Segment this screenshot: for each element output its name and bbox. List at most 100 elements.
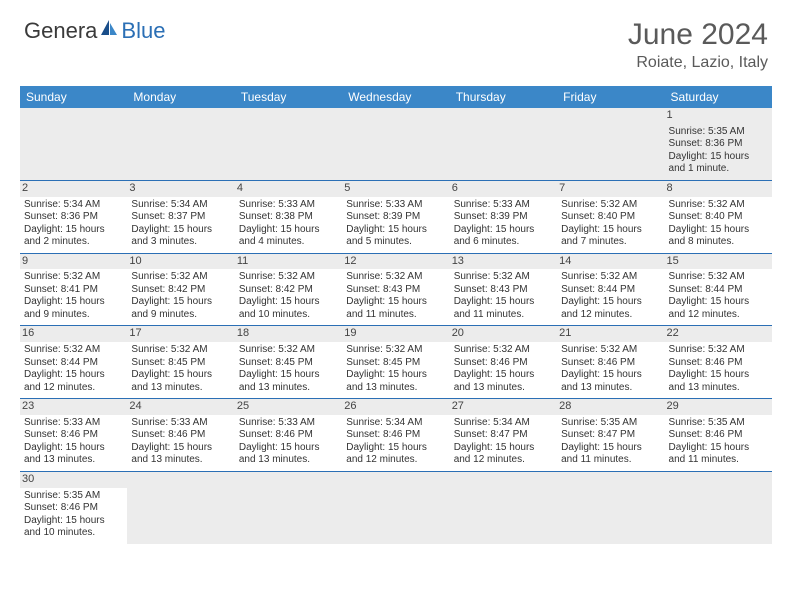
sunrise-text: Sunrise: 5:33 AM [454, 199, 553, 212]
sunset-text: Sunset: 8:46 PM [239, 429, 338, 442]
day-number: 3 [127, 181, 234, 197]
day-number: 25 [235, 399, 342, 415]
sunset-text: Sunset: 8:45 PM [346, 357, 445, 370]
sunset-text: Sunset: 8:36 PM [669, 138, 768, 151]
day-number: 12 [342, 254, 449, 270]
day-number: 28 [557, 399, 664, 415]
calendar-day-cell: 1Sunrise: 5:35 AMSunset: 8:36 PMDaylight… [665, 108, 772, 180]
calendar-week-row: 2Sunrise: 5:34 AMSunset: 8:36 PMDaylight… [20, 180, 772, 253]
sunrise-text: Sunrise: 5:32 AM [131, 271, 230, 284]
calendar-day-cell [665, 471, 772, 543]
calendar-table: Sunday Monday Tuesday Wednesday Thursday… [20, 86, 772, 544]
sunrise-text: Sunrise: 5:32 AM [239, 344, 338, 357]
calendar-day-cell: 16Sunrise: 5:32 AMSunset: 8:44 PMDayligh… [20, 326, 127, 399]
sunrise-text: Sunrise: 5:34 AM [131, 199, 230, 212]
sunrise-text: Sunrise: 5:32 AM [454, 344, 553, 357]
day-number: 22 [665, 326, 772, 342]
calendar-day-cell [235, 471, 342, 543]
sunset-text: Sunset: 8:46 PM [24, 429, 123, 442]
daylight-text: Daylight: 15 hours and 2 minutes. [24, 224, 123, 249]
daylight-text: Daylight: 15 hours and 13 minutes. [669, 369, 768, 394]
calendar-day-cell: 23Sunrise: 5:33 AMSunset: 8:46 PMDayligh… [20, 399, 127, 472]
daylight-text: Daylight: 15 hours and 12 minutes. [24, 369, 123, 394]
daylight-text: Daylight: 15 hours and 7 minutes. [561, 224, 660, 249]
calendar-day-cell: 13Sunrise: 5:32 AMSunset: 8:43 PMDayligh… [450, 253, 557, 326]
logo: Genera Blue [24, 18, 165, 44]
day-number: 16 [20, 326, 127, 342]
calendar-day-cell: 17Sunrise: 5:32 AMSunset: 8:45 PMDayligh… [127, 326, 234, 399]
day-number: 21 [557, 326, 664, 342]
sunset-text: Sunset: 8:45 PM [131, 357, 230, 370]
calendar-day-cell: 12Sunrise: 5:32 AMSunset: 8:43 PMDayligh… [342, 253, 449, 326]
day-number: 5 [342, 181, 449, 197]
day-number: 29 [665, 399, 772, 415]
sunset-text: Sunset: 8:37 PM [131, 211, 230, 224]
day-number: 4 [235, 181, 342, 197]
logo-sail-icon [100, 19, 118, 37]
calendar-day-cell: 6Sunrise: 5:33 AMSunset: 8:39 PMDaylight… [450, 180, 557, 253]
calendar-day-cell: 27Sunrise: 5:34 AMSunset: 8:47 PMDayligh… [450, 399, 557, 472]
day-header: Saturday [665, 86, 772, 108]
calendar-day-cell: 22Sunrise: 5:32 AMSunset: 8:46 PMDayligh… [665, 326, 772, 399]
sunrise-text: Sunrise: 5:32 AM [669, 344, 768, 357]
sunrise-text: Sunrise: 5:32 AM [24, 271, 123, 284]
sunrise-text: Sunrise: 5:35 AM [669, 417, 768, 430]
day-number: 10 [127, 254, 234, 270]
sunrise-text: Sunrise: 5:32 AM [669, 199, 768, 212]
calendar-week-row: 9Sunrise: 5:32 AMSunset: 8:41 PMDaylight… [20, 253, 772, 326]
calendar-day-cell: 24Sunrise: 5:33 AMSunset: 8:46 PMDayligh… [127, 399, 234, 472]
calendar-day-cell: 3Sunrise: 5:34 AMSunset: 8:37 PMDaylight… [127, 180, 234, 253]
calendar-day-cell [450, 108, 557, 180]
daylight-text: Daylight: 15 hours and 13 minutes. [454, 369, 553, 394]
sunset-text: Sunset: 8:46 PM [561, 357, 660, 370]
daylight-text: Daylight: 15 hours and 13 minutes. [131, 369, 230, 394]
sunrise-text: Sunrise: 5:34 AM [346, 417, 445, 430]
day-header: Friday [557, 86, 664, 108]
sunset-text: Sunset: 8:39 PM [346, 211, 445, 224]
calendar-day-cell: 11Sunrise: 5:32 AMSunset: 8:42 PMDayligh… [235, 253, 342, 326]
day-number: 27 [450, 399, 557, 415]
sunrise-text: Sunrise: 5:33 AM [24, 417, 123, 430]
day-number: 15 [665, 254, 772, 270]
calendar-day-cell: 20Sunrise: 5:32 AMSunset: 8:46 PMDayligh… [450, 326, 557, 399]
logo-text-part1: Genera [24, 18, 97, 44]
day-number: 11 [235, 254, 342, 270]
day-number: 8 [665, 181, 772, 197]
sunset-text: Sunset: 8:47 PM [454, 429, 553, 442]
calendar-week-row: 23Sunrise: 5:33 AMSunset: 8:46 PMDayligh… [20, 399, 772, 472]
calendar-day-cell: 21Sunrise: 5:32 AMSunset: 8:46 PMDayligh… [557, 326, 664, 399]
sunset-text: Sunset: 8:43 PM [454, 284, 553, 297]
calendar-day-cell: 9Sunrise: 5:32 AMSunset: 8:41 PMDaylight… [20, 253, 127, 326]
calendar-day-cell [235, 108, 342, 180]
daylight-text: Daylight: 15 hours and 12 minutes. [561, 296, 660, 321]
sunset-text: Sunset: 8:36 PM [24, 211, 123, 224]
sunset-text: Sunset: 8:46 PM [346, 429, 445, 442]
day-number: 18 [235, 326, 342, 342]
sunset-text: Sunset: 8:43 PM [346, 284, 445, 297]
calendar-day-cell: 28Sunrise: 5:35 AMSunset: 8:47 PMDayligh… [557, 399, 664, 472]
daylight-text: Daylight: 15 hours and 4 minutes. [239, 224, 338, 249]
daylight-text: Daylight: 15 hours and 12 minutes. [346, 442, 445, 467]
sunset-text: Sunset: 8:44 PM [24, 357, 123, 370]
daylight-text: Daylight: 15 hours and 12 minutes. [454, 442, 553, 467]
day-header-row: Sunday Monday Tuesday Wednesday Thursday… [20, 86, 772, 108]
day-number: 9 [20, 254, 127, 270]
sunset-text: Sunset: 8:42 PM [131, 284, 230, 297]
daylight-text: Daylight: 15 hours and 5 minutes. [346, 224, 445, 249]
calendar-day-cell: 18Sunrise: 5:32 AMSunset: 8:45 PMDayligh… [235, 326, 342, 399]
day-number: 19 [342, 326, 449, 342]
sunrise-text: Sunrise: 5:32 AM [346, 344, 445, 357]
sunrise-text: Sunrise: 5:32 AM [454, 271, 553, 284]
sunset-text: Sunset: 8:46 PM [669, 429, 768, 442]
calendar-day-cell [342, 471, 449, 543]
sunset-text: Sunset: 8:39 PM [454, 211, 553, 224]
calendar-day-cell: 4Sunrise: 5:33 AMSunset: 8:38 PMDaylight… [235, 180, 342, 253]
calendar-day-cell: 25Sunrise: 5:33 AMSunset: 8:46 PMDayligh… [235, 399, 342, 472]
day-header: Wednesday [342, 86, 449, 108]
sunrise-text: Sunrise: 5:35 AM [561, 417, 660, 430]
day-header: Thursday [450, 86, 557, 108]
calendar-day-cell [20, 108, 127, 180]
calendar-day-cell: 10Sunrise: 5:32 AMSunset: 8:42 PMDayligh… [127, 253, 234, 326]
day-number: 30 [20, 472, 127, 488]
daylight-text: Daylight: 15 hours and 13 minutes. [131, 442, 230, 467]
